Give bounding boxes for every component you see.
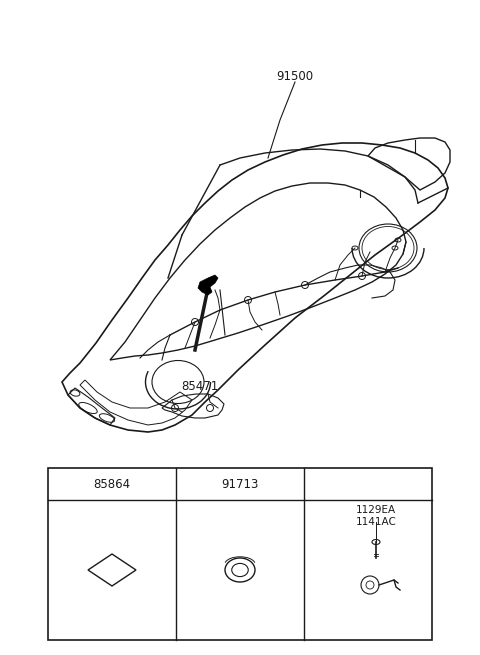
Text: 85471: 85471 <box>181 380 218 393</box>
Polygon shape <box>198 275 218 295</box>
Text: 85864: 85864 <box>94 477 131 491</box>
Bar <box>48 468 432 640</box>
Text: 91500: 91500 <box>276 70 313 83</box>
Text: 1129EA
1141AC: 1129EA 1141AC <box>356 505 396 527</box>
Text: 91713: 91713 <box>221 477 259 491</box>
